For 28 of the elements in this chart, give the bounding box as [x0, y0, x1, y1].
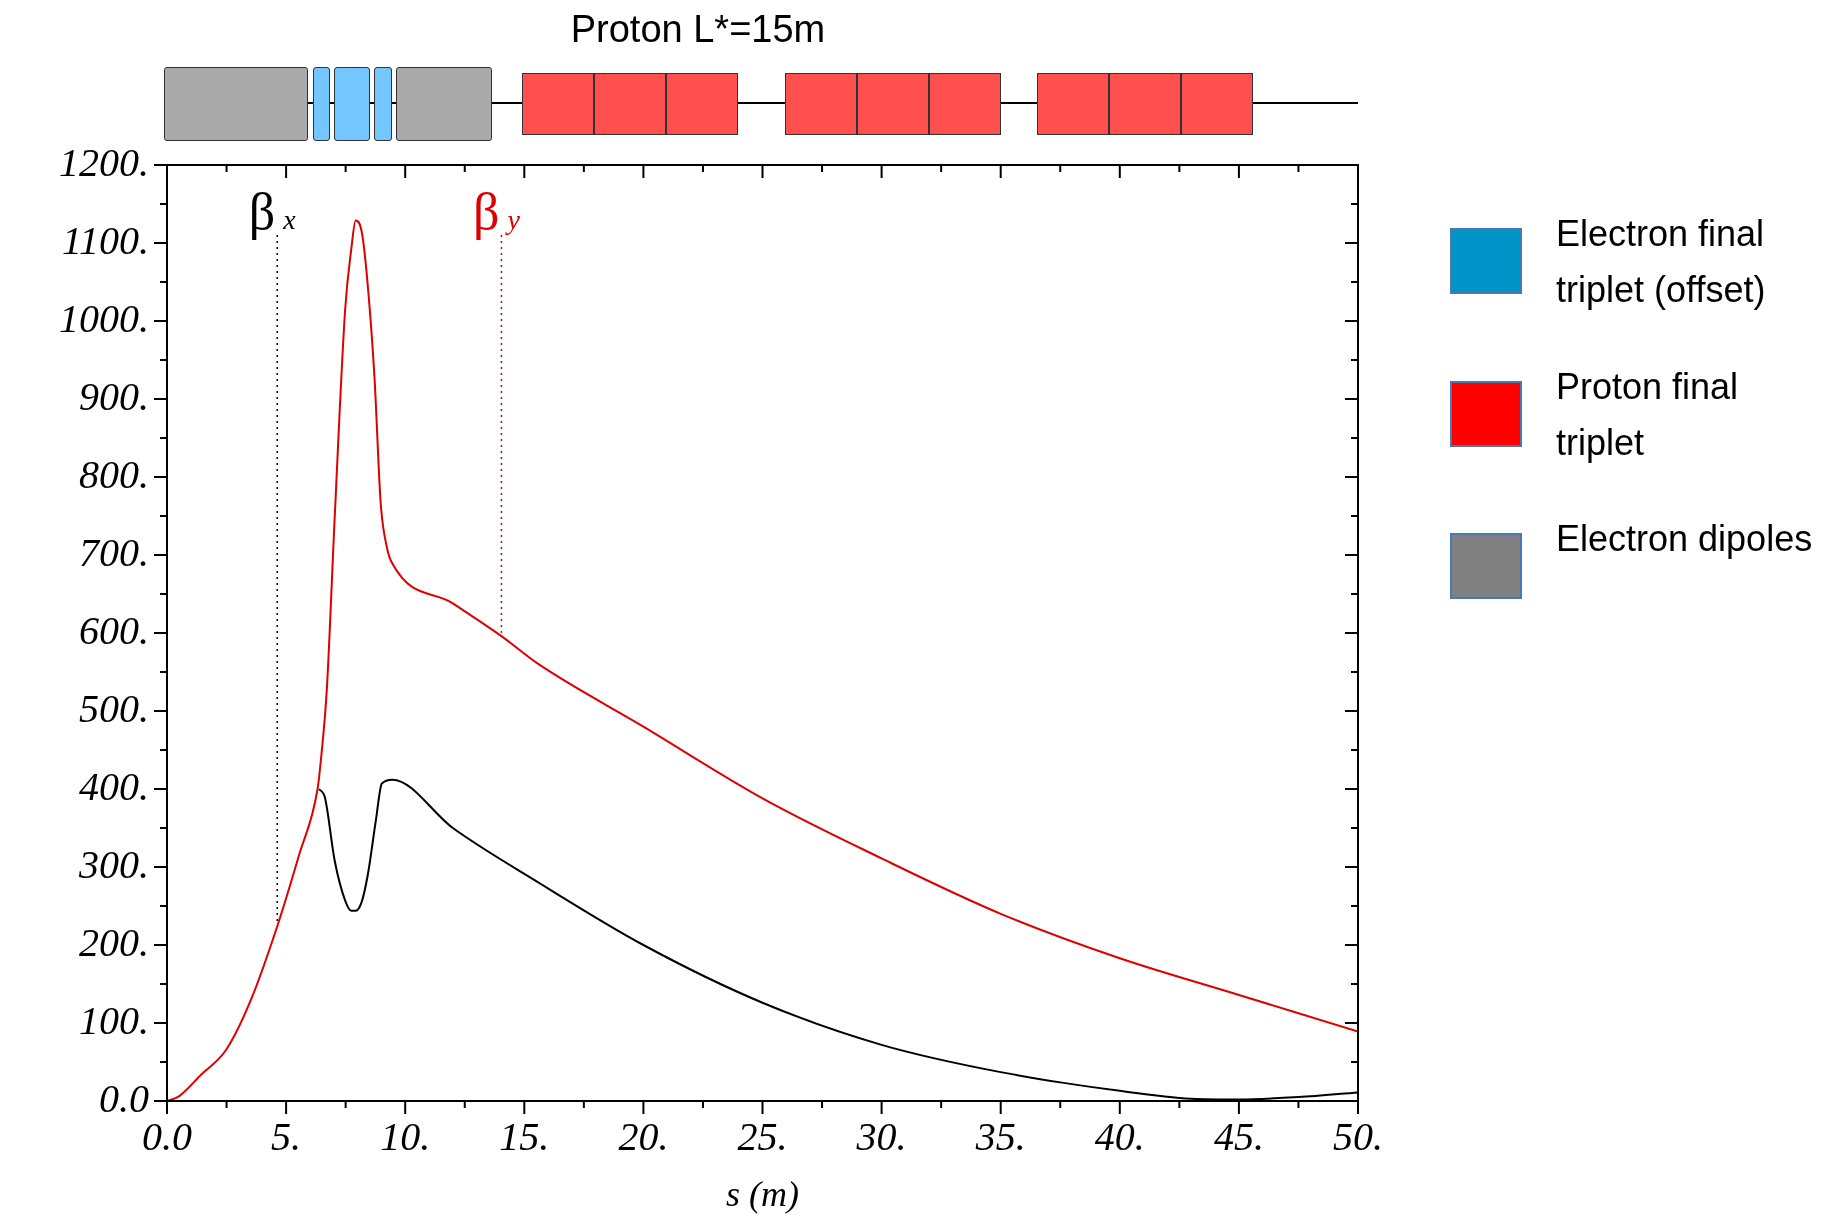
x-tick-label: 25.	[737, 1113, 788, 1159]
x-tick-label: 10.	[380, 1113, 431, 1159]
y-tick-label: 1200.	[59, 139, 149, 185]
annotation: βy	[472, 183, 521, 240]
y-tick-label: 700.	[79, 529, 149, 575]
y-tick-label: 1100.	[61, 217, 149, 263]
chart-title: Proton L*=15m	[569, 8, 827, 51]
x-tick-label: 35.	[974, 1113, 1026, 1159]
x-axis-title: s (m)	[726, 1173, 799, 1214]
text: Electron final triplet (offset)	[1556, 212, 1767, 312]
y-tick-label: 200.	[79, 919, 149, 965]
y-tick-label: 500.	[79, 685, 149, 731]
text: Proton final triplet	[1556, 365, 1740, 465]
x-tick-label: 45.	[1213, 1113, 1264, 1159]
text: Electron dipoles	[1556, 517, 1814, 561]
y-tick-label: 300.	[78, 841, 149, 887]
x-tick-label: 30.	[855, 1113, 907, 1159]
x-tick-label: 15.	[499, 1113, 550, 1159]
y-tick-label: 100.	[79, 997, 149, 1043]
y-tick-label: 1000.	[59, 295, 149, 341]
y-tick-label: 600.	[79, 607, 149, 653]
y-tick-label: 800.	[79, 451, 149, 497]
x-tick-label: 5.	[271, 1113, 302, 1159]
y-tick-label: 400.	[79, 763, 149, 809]
x-tick-label: 40.	[1094, 1113, 1145, 1159]
y-tick-label: 900.	[79, 373, 149, 419]
x-tick-label: 20.	[618, 1113, 669, 1159]
x-tick-label: 50.	[1333, 1113, 1383, 1159]
